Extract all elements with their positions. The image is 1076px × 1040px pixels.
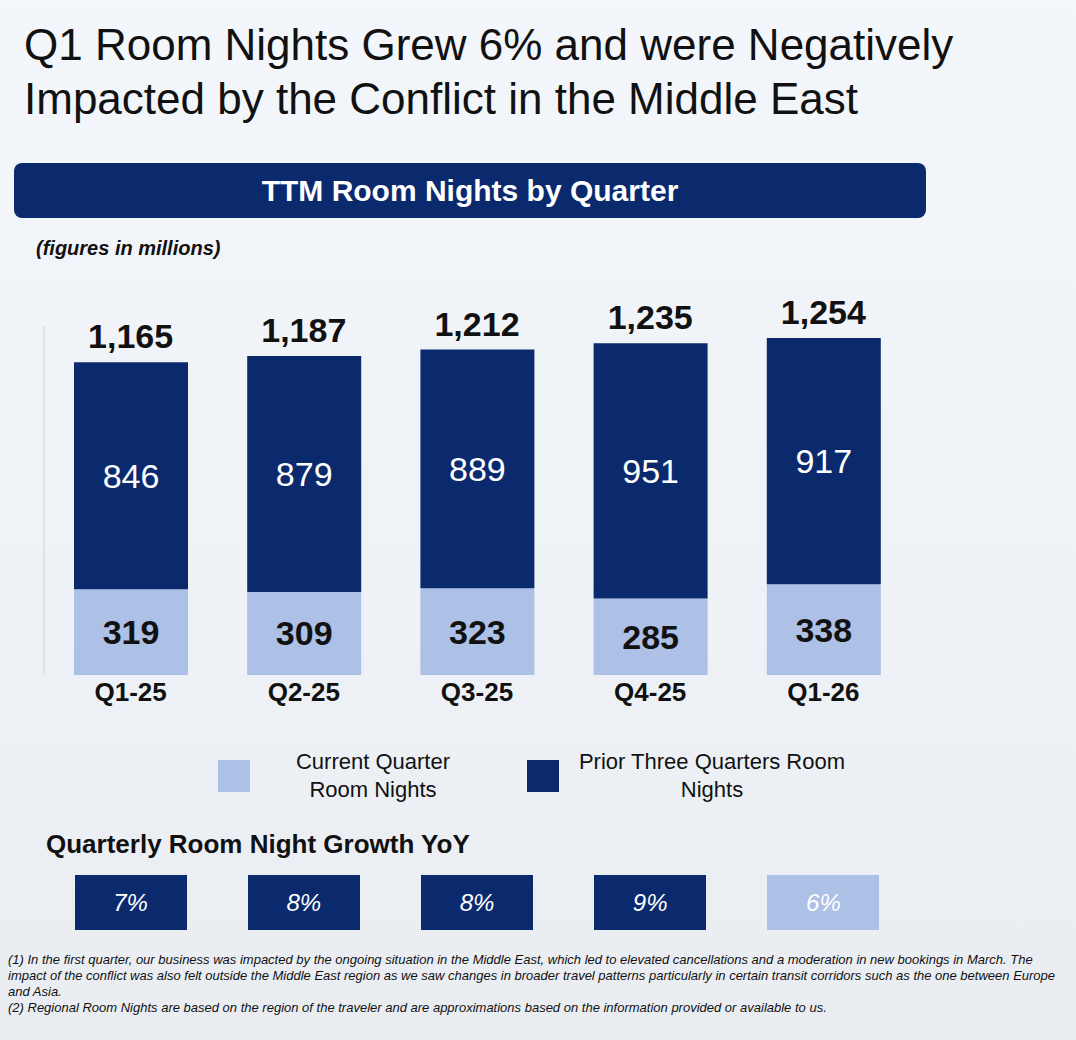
html-text:Current Quarter Room Nights: Current Quarter Room Nights — [296, 749, 450, 802]
html-text:8%: 8% — [459, 888, 495, 916]
svg-text:Q1-25: Q1-25 — [94, 677, 166, 707]
html-text:Prior Three Quarters Room Nigh: Prior Three Quarters Room Nights — [578, 749, 846, 802]
svg-text:323: 323 — [449, 613, 506, 651]
svg-text:Q2-25: Q2-25 — [268, 677, 340, 707]
svg-text:917: 917 — [795, 442, 852, 480]
svg-text:951: 951 — [622, 452, 679, 490]
svg-text:338: 338 — [795, 611, 852, 649]
svg-text:1,254: 1,254 — [781, 293, 866, 331]
html-text:(1) In the first quarter, our: (1) In the first quarter, our business w… — [8, 952, 1055, 999]
svg-text:1,235: 1,235 — [608, 298, 693, 336]
html-text:(2) Regional Room Nights are b: (2) Regional Room Nights are based on th… — [8, 1000, 827, 1015]
html-text:TTM Room Nights by Quarter: TTM Room Nights by Quarter — [261, 173, 679, 207]
svg-text:846: 846 — [103, 457, 160, 495]
svg-text:Q3-25: Q3-25 — [441, 677, 513, 707]
html-text:Q1 Room Nights Grew 6% and wer: Q1 Room Nights Grew 6% and were Negative… — [24, 20, 954, 123]
svg-text:879: 879 — [276, 455, 333, 493]
svg-text:1,187: 1,187 — [261, 311, 346, 349]
svg-text:319: 319 — [103, 613, 160, 651]
svg-text:1,212: 1,212 — [434, 305, 519, 343]
html-text:6%: 6% — [806, 888, 841, 916]
svg-text:889: 889 — [449, 450, 506, 488]
html-text:8%: 8% — [286, 888, 322, 916]
svg-text:1,165: 1,165 — [88, 317, 173, 355]
html-text:7%: 7% — [113, 888, 148, 916]
html-text:Quarterly Room Night Growth Yo: Quarterly Room Night Growth YoY — [46, 829, 470, 859]
svg-text:Q4-25: Q4-25 — [614, 677, 686, 707]
svg-text:285: 285 — [622, 618, 679, 656]
html-text:(figures in millions): (figures in millions) — [36, 237, 221, 259]
html-text:9%: 9% — [632, 888, 668, 916]
svg-text:Q1-26: Q1-26 — [787, 677, 859, 707]
svg-text:309: 309 — [276, 614, 333, 652]
